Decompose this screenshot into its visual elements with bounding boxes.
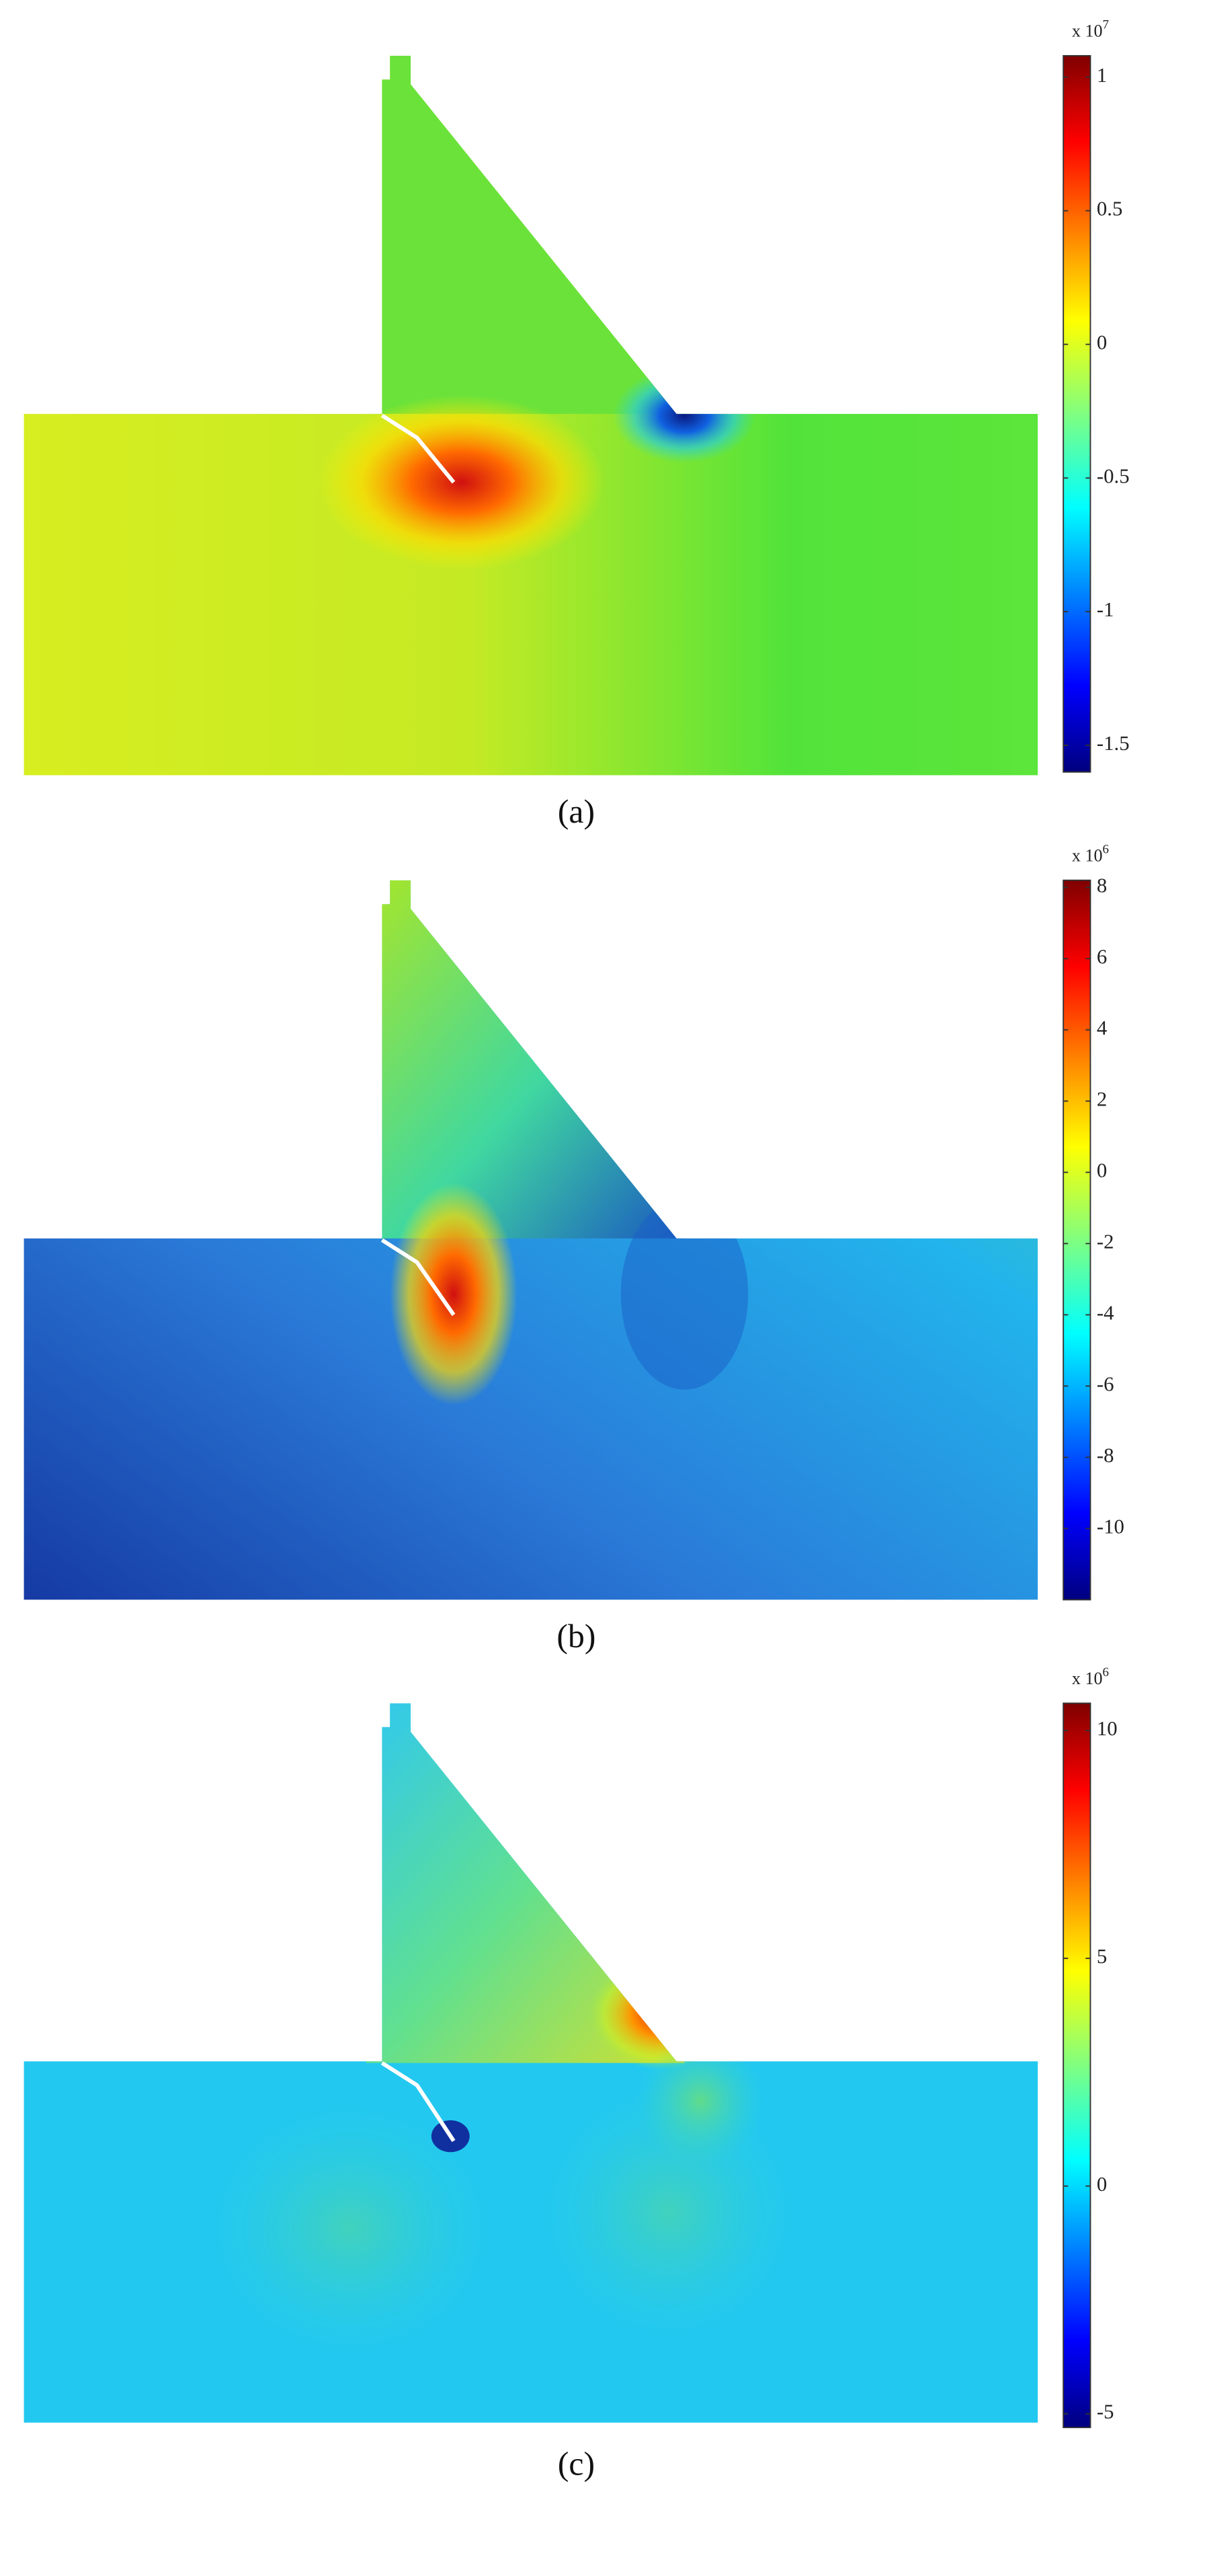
multiplier-exponent: 6 bbox=[1103, 1665, 1109, 1679]
colorbar-multiplier: x 106 bbox=[1072, 843, 1109, 866]
colorbar-tick-label: -5 bbox=[1097, 2401, 1114, 2423]
caption: (c) bbox=[558, 2446, 595, 2483]
colorbar-tick-label: 4 bbox=[1097, 1016, 1107, 1039]
colorbar-tick-label: 6 bbox=[1097, 945, 1107, 968]
caption: (a) bbox=[558, 793, 595, 830]
colorbar-tick-label: -8 bbox=[1097, 1444, 1114, 1466]
colorbar-tick-label: -4 bbox=[1097, 1301, 1114, 1324]
multiplier-exponent: 6 bbox=[1103, 843, 1109, 857]
multiplier-exponent: 7 bbox=[1103, 18, 1109, 32]
colorbar-tick-label: 10 bbox=[1097, 1717, 1118, 1740]
colorbar-tick-label: 0 bbox=[1097, 2173, 1107, 2196]
colorbar bbox=[1063, 879, 1091, 1601]
colorbar-tick-label: -6 bbox=[1097, 1372, 1114, 1395]
colorbar-tick-label: 8 bbox=[1097, 874, 1107, 897]
colorbar-tick-label: 2 bbox=[1097, 1087, 1107, 1110]
colorbar-tick-label: -2 bbox=[1097, 1230, 1114, 1253]
colorbar-tick-label: 1 bbox=[1097, 64, 1107, 87]
colorbar-tick-label: 0 bbox=[1097, 1159, 1107, 1181]
colorbar-tick-label: -0.5 bbox=[1097, 464, 1130, 487]
colorbar-tick-label: 5 bbox=[1097, 1945, 1107, 1968]
field-b bbox=[24, 880, 1038, 1600]
colorbar-tick-label: 0.5 bbox=[1097, 198, 1122, 220]
colorbar bbox=[1063, 1702, 1091, 2428]
colorbar-multiplier: x 107 bbox=[1072, 18, 1109, 41]
colorbar-tick-label: -10 bbox=[1097, 1515, 1124, 1538]
multiplier-base: x 10 bbox=[1072, 1669, 1103, 1688]
colorbar bbox=[1063, 54, 1091, 773]
multiplier-base: x 10 bbox=[1072, 845, 1103, 865]
colorbar-tick-label: -1.5 bbox=[1097, 732, 1130, 755]
colorbar-tick-label: 0 bbox=[1097, 331, 1107, 354]
field-a bbox=[24, 55, 1038, 776]
caption: (b) bbox=[556, 1618, 595, 1655]
field-c bbox=[24, 1703, 1038, 2423]
colorbar-tick-label: -1 bbox=[1097, 598, 1114, 621]
multiplier-base: x 10 bbox=[1072, 21, 1103, 40]
colorbar-multiplier: x 106 bbox=[1072, 1665, 1109, 1688]
